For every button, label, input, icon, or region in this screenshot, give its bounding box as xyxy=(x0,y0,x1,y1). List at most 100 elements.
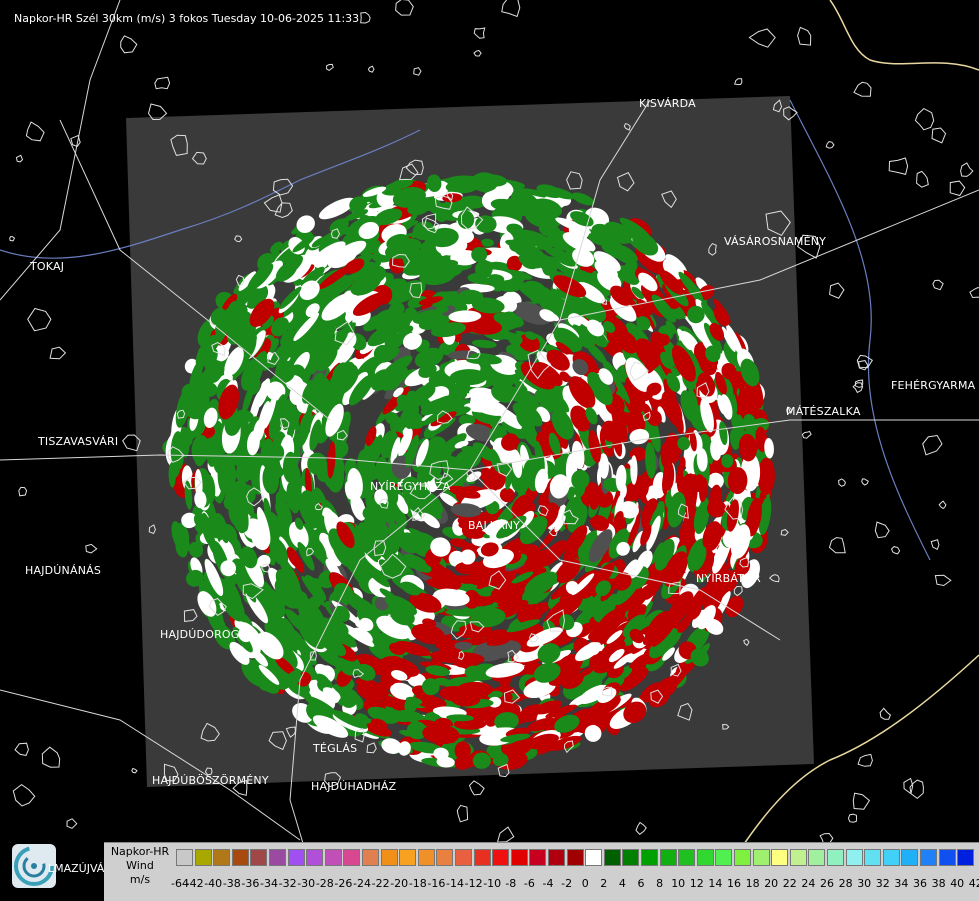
radar-echo xyxy=(677,614,692,633)
radar-echo xyxy=(636,298,653,316)
settlement-outline xyxy=(279,418,290,429)
radar-echo xyxy=(266,338,279,355)
radar-echo xyxy=(742,413,757,433)
radar-echo xyxy=(471,339,497,349)
radar-echo xyxy=(687,305,705,324)
legend-swatch xyxy=(287,849,305,866)
settlement-outline xyxy=(969,286,979,299)
radar-echo xyxy=(297,602,318,624)
settlement-outline xyxy=(41,746,61,768)
radar-echo xyxy=(726,499,739,532)
radar-echo xyxy=(495,182,511,202)
radar-echo xyxy=(665,320,677,334)
settlement-outline xyxy=(261,563,271,573)
legend-swatch xyxy=(678,849,696,866)
radar-echo xyxy=(428,227,459,248)
radar-echo xyxy=(370,369,393,391)
radar-echo xyxy=(677,436,691,451)
spiral-icon xyxy=(14,846,54,886)
radar-echo xyxy=(533,662,561,683)
radar-echo xyxy=(627,653,651,674)
radar-echo xyxy=(611,404,627,431)
radar-echo xyxy=(522,280,547,298)
radar-echo xyxy=(204,558,224,597)
radar-echo xyxy=(764,438,774,459)
radar-echo xyxy=(614,586,641,616)
radar-echo xyxy=(713,306,730,327)
settlement-outline xyxy=(147,103,168,121)
radar-echo xyxy=(381,738,402,754)
radar-echo xyxy=(433,202,449,222)
radar-echo xyxy=(206,360,225,380)
radar-echo xyxy=(740,358,760,387)
settlement-outline xyxy=(772,99,783,113)
radar-echo xyxy=(524,207,561,229)
radar-echo xyxy=(610,422,623,457)
radar-echo xyxy=(229,641,250,665)
map-title: Napkor-HR Szél 30km (m/s) 3 fokos Tuesda… xyxy=(14,12,360,25)
legend-swatch xyxy=(231,849,249,866)
radar-echo xyxy=(350,494,366,521)
legend-tick-label: -6 xyxy=(523,877,535,890)
settlement-outline xyxy=(409,282,423,299)
radar-echo xyxy=(705,345,721,363)
settlement-outline xyxy=(272,178,294,196)
legend-tick-label: 22 xyxy=(782,877,797,890)
radar-echo xyxy=(690,648,709,667)
radar-echo xyxy=(197,591,217,617)
settlement-outline xyxy=(916,170,929,188)
legend-swatch xyxy=(659,849,677,866)
radar-echo xyxy=(627,517,641,548)
river-east xyxy=(789,99,931,561)
radar-echo xyxy=(501,433,519,451)
settlement-outline xyxy=(354,728,365,743)
settlement-outline xyxy=(922,434,943,456)
radar-echo xyxy=(188,541,204,558)
radar-echo xyxy=(286,481,301,514)
settlement-outline xyxy=(131,767,138,774)
settlement-outline xyxy=(170,134,188,156)
radar-echo xyxy=(656,677,678,698)
radar-echo xyxy=(270,317,290,337)
city-label-hajdudorog: HAJDÚDOROG xyxy=(160,628,240,641)
radar-echo xyxy=(524,571,558,597)
radar-echo xyxy=(662,460,675,491)
legend-swatch xyxy=(827,849,844,866)
radar-echo xyxy=(622,614,646,638)
radar-echo xyxy=(659,269,684,295)
settlement-outline xyxy=(748,28,776,48)
legend-tick-label: 10 xyxy=(671,877,686,890)
radar-echo xyxy=(596,489,614,508)
radar-echo xyxy=(217,458,229,493)
radar-echo xyxy=(506,630,523,643)
radar-echo xyxy=(613,653,633,669)
radar-echo xyxy=(239,464,251,483)
legend-swatch xyxy=(771,849,789,866)
radar-echo xyxy=(562,232,596,253)
radar-echo xyxy=(375,314,400,332)
radar-echo xyxy=(463,402,492,413)
radar-echo xyxy=(390,178,414,190)
radar-echo xyxy=(353,600,384,624)
settlement-outline xyxy=(930,539,940,550)
settlement-outline xyxy=(234,235,243,243)
radar-echo xyxy=(737,388,758,418)
radar-echo xyxy=(517,603,543,625)
radar-echo xyxy=(228,300,248,320)
radar-echo xyxy=(418,363,437,378)
radar-echo xyxy=(379,347,400,363)
settlement-outline xyxy=(167,446,185,463)
settlement-outline xyxy=(423,217,441,234)
settlement-outline xyxy=(938,500,947,510)
radar-echo xyxy=(651,294,677,323)
settlement-outline xyxy=(9,236,16,242)
radar-echo xyxy=(536,184,563,198)
radar-echo xyxy=(292,235,315,253)
radar-echo xyxy=(527,717,557,732)
settlement-outline xyxy=(890,546,901,555)
radar-echo xyxy=(257,400,271,435)
radar-echo xyxy=(309,536,327,562)
radar-echo xyxy=(340,689,359,708)
legend-tick-label: -64 xyxy=(171,877,189,890)
